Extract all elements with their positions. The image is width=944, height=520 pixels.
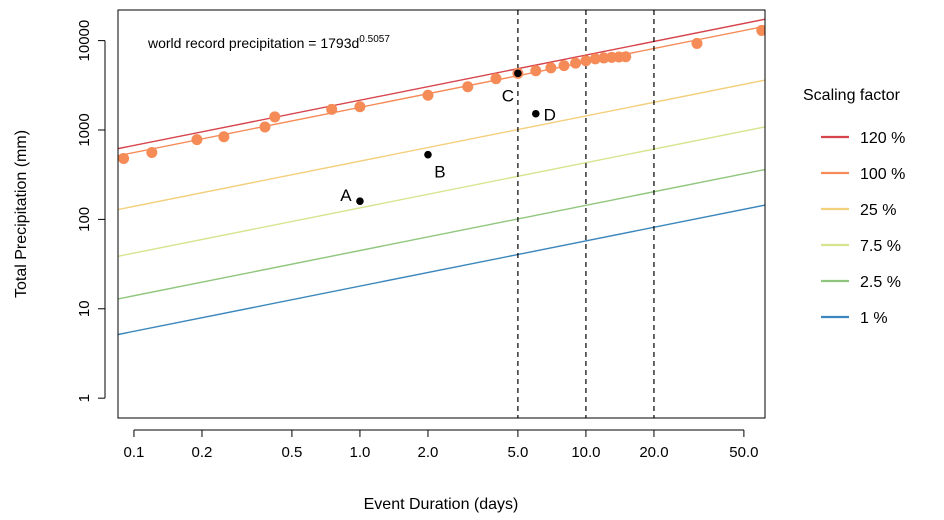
record-point	[598, 52, 610, 64]
legend-label: 2.5 %	[860, 274, 901, 291]
record-point	[191, 134, 203, 146]
record-point	[326, 103, 338, 115]
record-point	[118, 152, 130, 164]
record-point	[259, 121, 271, 133]
world-record-exponent: 0.5057	[359, 34, 390, 45]
y-tick-label: 1000	[76, 113, 93, 146]
y-tick-label: 10	[76, 300, 93, 317]
point-label-c: C	[502, 86, 514, 105]
y-axis: 1 10 100 1000 10000	[76, 20, 106, 402]
x-axis-label: Event Duration (days)	[364, 496, 519, 513]
record-point	[545, 62, 557, 74]
legend-label: 25 %	[860, 202, 896, 219]
legend-label: 120 %	[860, 130, 905, 147]
record-point	[462, 81, 474, 93]
series-line-3	[118, 126, 765, 257]
point-label-d: D	[544, 106, 556, 125]
x-tick-label: 20.0	[639, 444, 668, 461]
record-points	[118, 24, 765, 164]
record-point	[218, 131, 230, 143]
record-point	[570, 57, 582, 69]
plot-frame	[117, 9, 766, 419]
x-tick-label: 1.0	[350, 444, 371, 461]
x-tick-label: 10.0	[571, 444, 600, 461]
x-tick-label: 2.0	[418, 444, 439, 461]
record-point	[530, 65, 542, 77]
record-point	[269, 111, 281, 123]
record-point	[691, 37, 703, 49]
x-tick-label: 50.0	[729, 444, 758, 461]
record-point	[490, 73, 502, 85]
point-d	[531, 109, 540, 118]
y-tick-label: 100	[76, 207, 93, 232]
record-point	[354, 101, 366, 113]
x-axis: 0.1 0.2 0.5 1.0 2.0 5.0 10.0 20.0 50.0	[124, 429, 758, 461]
labeled-points: A B C D	[340, 69, 556, 205]
legend-label: 100 %	[860, 166, 905, 183]
x-tick-label: 0.5	[281, 444, 302, 461]
x-tick-label: 5.0	[507, 444, 528, 461]
x-tick-label: 0.2	[192, 444, 213, 461]
x-tick-label: 0.1	[124, 444, 145, 461]
series-line-5	[118, 204, 765, 336]
point-label-a: A	[340, 186, 352, 205]
record-point	[422, 89, 434, 101]
record-point	[756, 24, 765, 36]
y-axis-label: Total Precipitation (mm)	[13, 130, 30, 298]
legend-title: Scaling factor	[803, 87, 901, 104]
point-a	[356, 197, 364, 205]
series-line-2	[118, 79, 765, 211]
y-tick-label: 10000	[76, 20, 93, 62]
series-line-4	[118, 168, 765, 300]
legend-label: 7.5 %	[860, 238, 901, 255]
series-line-0	[118, 18, 765, 150]
legend-label: 1 %	[860, 310, 888, 327]
point-label-b: B	[434, 163, 445, 182]
point-b	[424, 150, 432, 159]
record-point	[620, 51, 632, 63]
record-point	[558, 60, 570, 72]
record-point	[589, 53, 601, 65]
world-record-annotation: world record precipitation = 1793d0.5057	[147, 34, 390, 51]
legend: Scaling factor 120 % 100 % 25 % 7.5 % 2.5 % 1…	[803, 87, 905, 327]
record-point	[580, 55, 592, 67]
y-tick-label: 1	[76, 394, 93, 402]
point-c	[514, 69, 522, 78]
record-point	[146, 147, 158, 159]
